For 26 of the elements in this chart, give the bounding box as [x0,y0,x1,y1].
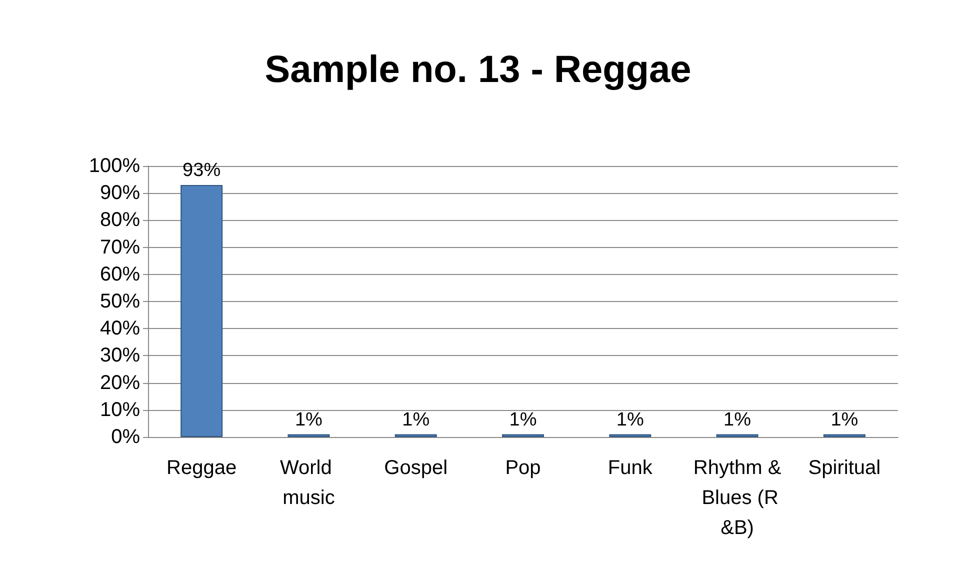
data-label: 1% [724,409,752,430]
y-tick-label: 20% [100,372,140,394]
y-tick-label: 100% [88,155,140,177]
y-tick-label: 60% [100,263,140,286]
data-label: 1% [402,409,430,430]
x-tick-label: Funk [608,457,654,479]
x-tick-label: World music [280,457,338,509]
y-tick-label: 40% [100,318,140,340]
x-tick-label: Rhythm & Blues (R&B) [693,457,782,539]
y-tick-label: 0% [111,426,140,448]
y-tick-label: 80% [100,209,140,232]
data-label: 93% [182,160,221,181]
x-tick-label: Reggae [166,457,237,479]
y-tick-label: 90% [100,182,140,204]
x-tick-label: Spiritual [808,457,881,479]
data-label: 1% [616,409,644,430]
y-tick-label: 70% [100,236,140,258]
data-label: 1% [830,409,858,430]
data-label: 1% [294,409,323,430]
y-tick-label: 50% [100,290,140,312]
x-tick-label: Gospel [384,457,448,479]
y-tick-label: 10% [100,398,140,421]
chart-title: Sample no. 13 - Reggae [264,49,692,91]
data-label: 1% [509,409,537,430]
y-tick-label: 30% [100,344,140,367]
x-tick-label: Pop [505,457,541,479]
